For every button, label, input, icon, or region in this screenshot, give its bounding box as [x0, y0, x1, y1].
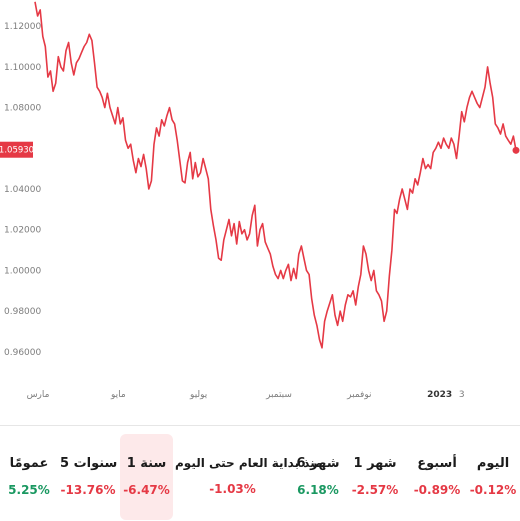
- price-chart-svg[interactable]: 1.12000 1.10000 1.08000 1.04000 1.02000 1.000…: [0, 0, 520, 405]
- x-tick-label: مايو: [110, 390, 126, 400]
- tab-label: 6 شهر: [296, 456, 340, 471]
- tab-value: -13.76%: [60, 483, 116, 497]
- x-axis: مارس مايو يوليو سبتمبر نوفمبر 2023 3: [27, 390, 465, 400]
- tab-today[interactable]: اليوم -0.12%: [466, 434, 520, 520]
- performance-tabs: اليوم -0.12% أسبوع -0.89% 1 شهر -2.57% 6…: [0, 425, 520, 521]
- tab-6-month[interactable]: 6 شهر 6.18%: [290, 434, 346, 520]
- y-tick-label: 0.98000: [4, 307, 41, 317]
- y-tick-label: 1.00000: [4, 266, 41, 276]
- price-line: [34, 1, 517, 349]
- tab-value: 5.25%: [8, 483, 50, 497]
- x-tick-label: 3: [459, 390, 465, 400]
- y-tick-label: 1.04000: [4, 185, 41, 195]
- tab-label: عمومًا: [9, 456, 49, 471]
- tab-label: أسبوع: [417, 456, 457, 471]
- last-price-dot: [512, 146, 520, 154]
- tab-value: -6.47%: [123, 483, 170, 497]
- x-tick-label: يوليو: [189, 390, 208, 400]
- y-axis: 1.12000 1.10000 1.08000 1.04000 1.02000 1.000…: [4, 22, 41, 358]
- y-tick-label: 1.08000: [4, 104, 41, 114]
- y-tick-label: 1.02000: [4, 226, 41, 236]
- tab-label: منذ بداية العام حتى اليوم: [175, 456, 323, 470]
- tab-1-year[interactable]: 1 سنة -6.47%: [120, 434, 173, 520]
- price-chart[interactable]: 1.12000 1.10000 1.08000 1.04000 1.02000 1.000…: [0, 0, 520, 405]
- y-tick-label: 1.10000: [4, 63, 41, 73]
- tab-5-years[interactable]: 5 سنوات -13.76%: [60, 434, 118, 520]
- tab-value: -0.12%: [469, 483, 517, 497]
- y-tick-label: 1.12000: [4, 22, 41, 32]
- tab-value: -0.89%: [413, 483, 461, 497]
- current-price-marker: 1.05930: [0, 141, 34, 158]
- price-line-layer: [34, 1, 520, 349]
- tab-value: 6.18%: [297, 483, 339, 497]
- y-tick-label: 0.96000: [4, 348, 41, 358]
- current-price-badge: [0, 141, 33, 158]
- tab-value: -1.03%: [209, 482, 256, 496]
- tab-week[interactable]: أسبوع -0.89%: [408, 434, 466, 520]
- tab-value: -2.57%: [351, 483, 399, 497]
- tab-label: 5 سنوات: [60, 456, 118, 471]
- x-tick-label: نوفمبر: [346, 390, 371, 400]
- tab-1-month[interactable]: 1 شهر -2.57%: [346, 434, 404, 520]
- x-tick-label: سبتمبر: [265, 390, 292, 400]
- x-tick-label: 2023: [427, 390, 452, 400]
- tab-label: 1 سنة: [126, 456, 167, 471]
- tab-ytd[interactable]: منذ بداية العام حتى اليوم -1.03%: [175, 434, 323, 520]
- tab-label: 1 شهر: [353, 456, 397, 471]
- tab-all-time[interactable]: عمومًا 5.25%: [6, 434, 52, 520]
- x-tick-label: مارس: [27, 390, 50, 400]
- current-price-label: 1.05930: [0, 146, 34, 156]
- tab-label: اليوم: [476, 456, 510, 471]
